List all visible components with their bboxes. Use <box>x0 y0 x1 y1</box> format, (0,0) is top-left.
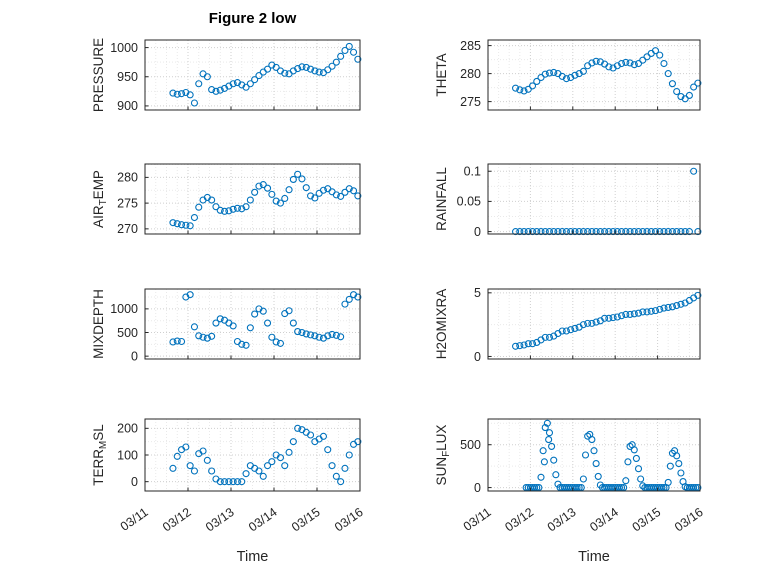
svg-text:03/11: 03/11 <box>461 505 494 534</box>
markers <box>522 419 702 492</box>
y-tick-labels: 0 500 <box>460 438 481 495</box>
svg-text:200: 200 <box>117 422 138 436</box>
markers <box>512 291 702 350</box>
plot-theta: 275 280 285 THETA <box>434 39 702 111</box>
grid <box>487 164 701 234</box>
svg-text:270: 270 <box>117 222 138 236</box>
markers <box>512 47 702 103</box>
grid <box>144 289 361 359</box>
y-tick-labels: 270 275 280 <box>117 171 138 236</box>
y-tick-labels: 0 500 1000 <box>110 302 138 363</box>
y-axis-label: SUNFLUX <box>434 425 452 486</box>
y-tick-labels: 900 950 1000 <box>110 41 138 113</box>
axis-box <box>487 39 701 111</box>
svg-text:500: 500 <box>117 326 138 340</box>
y-axis-label: THETA <box>434 53 449 96</box>
figure-title: Figure 2 low <box>208 10 297 27</box>
y-tick-labels: 275 280 285 <box>460 39 481 109</box>
axis-box <box>144 163 361 235</box>
svg-text:0: 0 <box>131 475 138 489</box>
grid <box>144 40 361 110</box>
svg-text:03/12: 03/12 <box>160 505 194 534</box>
markers <box>169 170 362 230</box>
grid <box>144 419 361 491</box>
svg-text:0: 0 <box>131 349 138 363</box>
y-axis-label: H2OMIXRA <box>434 289 449 360</box>
grid <box>487 419 701 491</box>
svg-text:0.05: 0.05 <box>457 195 481 209</box>
svg-text:275: 275 <box>117 196 138 210</box>
y-axis-label: TERRMSL <box>91 424 109 486</box>
axis-box <box>144 39 361 111</box>
tick-marks <box>144 176 361 234</box>
tick-marks <box>144 308 361 359</box>
tick-marks <box>487 292 701 359</box>
tick-marks <box>144 427 361 491</box>
grid <box>144 164 361 234</box>
tick-marks <box>487 45 701 110</box>
x-axis-label-left: Time <box>236 549 269 565</box>
svg-text:285: 285 <box>460 39 481 53</box>
svg-text:275: 275 <box>460 95 481 109</box>
axis-box <box>144 288 361 360</box>
plot-pressure: 900 950 1000 PRESSURE <box>91 38 362 113</box>
tick-marks <box>144 47 361 110</box>
tick-marks <box>487 444 701 491</box>
svg-text:03/14: 03/14 <box>246 505 280 534</box>
svg-text:1000: 1000 <box>110 41 138 55</box>
svg-text:03/16: 03/16 <box>672 505 706 534</box>
svg-text:0: 0 <box>474 350 481 364</box>
svg-text:500: 500 <box>460 438 481 452</box>
y-axis-label: AIRTEMP <box>91 170 109 228</box>
plot-sun-flux: 0 500 03/11 03/12 03/13 03/14 03/15 03/16 SUNFLU… <box>434 418 706 534</box>
y-axis-label: MIXDEPTH <box>91 289 106 359</box>
markers <box>169 291 362 349</box>
svg-text:03/15: 03/15 <box>289 505 323 534</box>
plot-terr-msl: 0 100 200 03/11 03/12 03/13 03/14 03/15 03/16 TER… <box>91 418 366 534</box>
svg-text:0.1: 0.1 <box>464 165 481 179</box>
y-tick-labels: 05 <box>474 286 481 364</box>
axis-box <box>487 418 701 492</box>
svg-text:03/13: 03/13 <box>203 505 237 534</box>
x-axis-label-right: Time <box>578 549 610 565</box>
svg-text:280: 280 <box>460 67 481 81</box>
plot-air-temp: 270 275 280 AIRTEMP <box>91 163 362 236</box>
svg-text:100: 100 <box>117 448 138 462</box>
markers <box>512 167 702 236</box>
svg-text:0: 0 <box>474 225 481 239</box>
svg-text:0: 0 <box>474 481 481 495</box>
y-tick-labels: 0 100 200 <box>117 422 138 489</box>
y-tick-labels: 0 0.05 0.1 <box>457 165 481 239</box>
svg-text:03/15: 03/15 <box>630 505 664 534</box>
x-tick-labels: 03/11 03/12 03/13 03/14 03/15 03/16 <box>461 505 706 534</box>
y-axis-label: RAINFALL <box>434 167 449 231</box>
axis-box <box>487 288 701 360</box>
y-axis-label: PRESSURE <box>91 38 106 112</box>
svg-text:5: 5 <box>474 286 481 300</box>
svg-text:1000: 1000 <box>110 302 138 316</box>
axis-box <box>487 163 701 235</box>
svg-text:280: 280 <box>117 171 138 185</box>
svg-text:03/16: 03/16 <box>332 505 366 534</box>
tick-marks <box>487 170 701 234</box>
svg-text:03/13: 03/13 <box>545 505 579 534</box>
markers <box>169 424 362 486</box>
grid <box>487 40 701 110</box>
svg-text:03/12: 03/12 <box>502 505 536 534</box>
svg-text:03/14: 03/14 <box>587 505 621 534</box>
markers <box>169 42 362 107</box>
svg-text:950: 950 <box>117 70 138 84</box>
plot-mixdepth: 0 500 1000 MIXDEPTH <box>91 288 362 363</box>
svg-text:03/11: 03/11 <box>118 505 151 534</box>
x-tick-labels: 03/11 03/12 03/13 03/14 03/15 03/16 <box>118 505 366 534</box>
plot-rainfall: 0 0.05 0.1 RAINFALL <box>434 163 702 239</box>
svg-text:900: 900 <box>117 99 138 113</box>
